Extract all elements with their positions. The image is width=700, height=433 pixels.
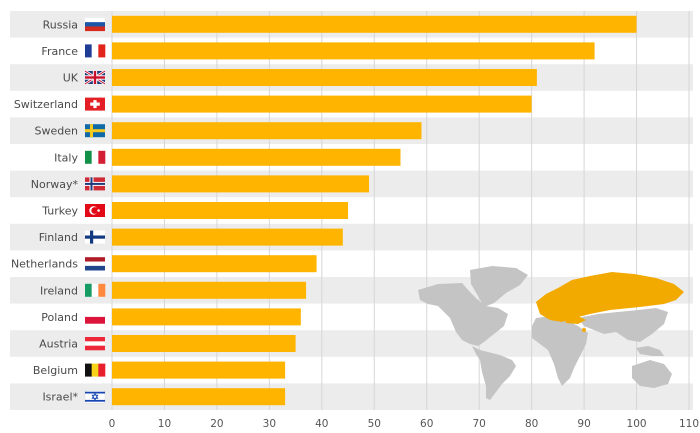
bar-3: [112, 95, 532, 113]
category-label: Netherlands: [11, 258, 78, 271]
bars: [112, 15, 637, 406]
uk-flag-icon: [84, 69, 106, 86]
poland-flag-icon: [85, 310, 105, 324]
bar-8: [112, 228, 343, 246]
category-label: Italy: [54, 151, 78, 164]
map-land-south-america: [472, 346, 516, 400]
x-tick-label: 50: [368, 418, 381, 430]
category-label: Norway*: [31, 178, 79, 191]
israel-flag-icon: [84, 389, 106, 404]
norway-flag-icon: [85, 177, 105, 191]
x-tick-label: 40: [315, 418, 328, 430]
x-tick-label: 70: [472, 418, 485, 430]
category-label: France: [41, 45, 78, 58]
map-land-greenland: [470, 266, 528, 307]
category-label: Poland: [41, 311, 78, 324]
bar-1: [112, 42, 595, 60]
category-label: Finland: [39, 231, 78, 244]
belgium-flag-icon: [85, 363, 106, 377]
map-highlight-turkey: [564, 316, 586, 324]
bar-14: [112, 388, 286, 406]
ireland-flag-icon: [85, 283, 106, 297]
category-label: Belgium: [33, 364, 78, 377]
turkey-flag-icon: [85, 204, 105, 217]
bar-11: [112, 308, 301, 326]
map-land-asia-south: [578, 308, 668, 342]
x-tick-label: 60: [420, 418, 433, 430]
x-tick-label: 30: [263, 418, 276, 430]
category-label: Sweden: [35, 125, 78, 138]
category-label: Israel*: [42, 391, 78, 404]
netherlands-flag-icon: [85, 257, 105, 271]
map-highlight-israel: [582, 328, 586, 332]
x-tick-label: 0: [109, 418, 116, 430]
bar-12: [112, 335, 296, 352]
category-label: Austria: [39, 338, 78, 351]
switzerland-flag-icon: [85, 97, 105, 111]
italy-flag-icon: [85, 150, 106, 164]
x-tick-label: 80: [525, 418, 538, 430]
map-land-north-america: [418, 283, 508, 346]
bar-9: [112, 255, 317, 273]
world-map-icon: [418, 266, 684, 400]
x-tick-label: 10: [158, 418, 171, 430]
map-land-southeast-asia: [636, 346, 664, 356]
x-tick-label: 110: [679, 418, 699, 430]
category-label: Russia: [43, 18, 78, 31]
x-tick-label: 20: [210, 418, 223, 430]
x-axis-ticks: 0 10 20 30 40 50 60 70 80 90 100 110: [109, 418, 699, 430]
bar-4: [112, 122, 422, 140]
flags: [84, 17, 106, 404]
sweden-flag-icon: [85, 124, 105, 138]
finland-flag-icon: [85, 230, 105, 244]
bar-6: [112, 175, 370, 193]
category-label: UK: [63, 72, 79, 85]
x-tick-label: 100: [627, 418, 647, 430]
map-land-australia: [632, 360, 672, 388]
austria-flag-icon: [85, 337, 105, 351]
bar-10: [112, 281, 307, 299]
bar-13: [112, 361, 286, 379]
map-land-africa: [532, 316, 588, 386]
category-label: Turkey: [41, 205, 78, 218]
category-label: Ireland: [40, 284, 78, 297]
category-label: Switzerland: [14, 98, 78, 111]
category-labels: Russia France UK Switzerland Sweden Italy Norw…: [11, 18, 79, 403]
bar-2: [112, 69, 537, 86]
x-tick-label: 90: [577, 418, 590, 430]
bar-5: [112, 148, 401, 166]
france-flag-icon: [85, 44, 106, 58]
bar-0: [112, 15, 637, 33]
map-highlight-europe-russia: [536, 272, 684, 322]
bar-7: [112, 202, 349, 219]
russia-flag-icon: [85, 17, 105, 32]
